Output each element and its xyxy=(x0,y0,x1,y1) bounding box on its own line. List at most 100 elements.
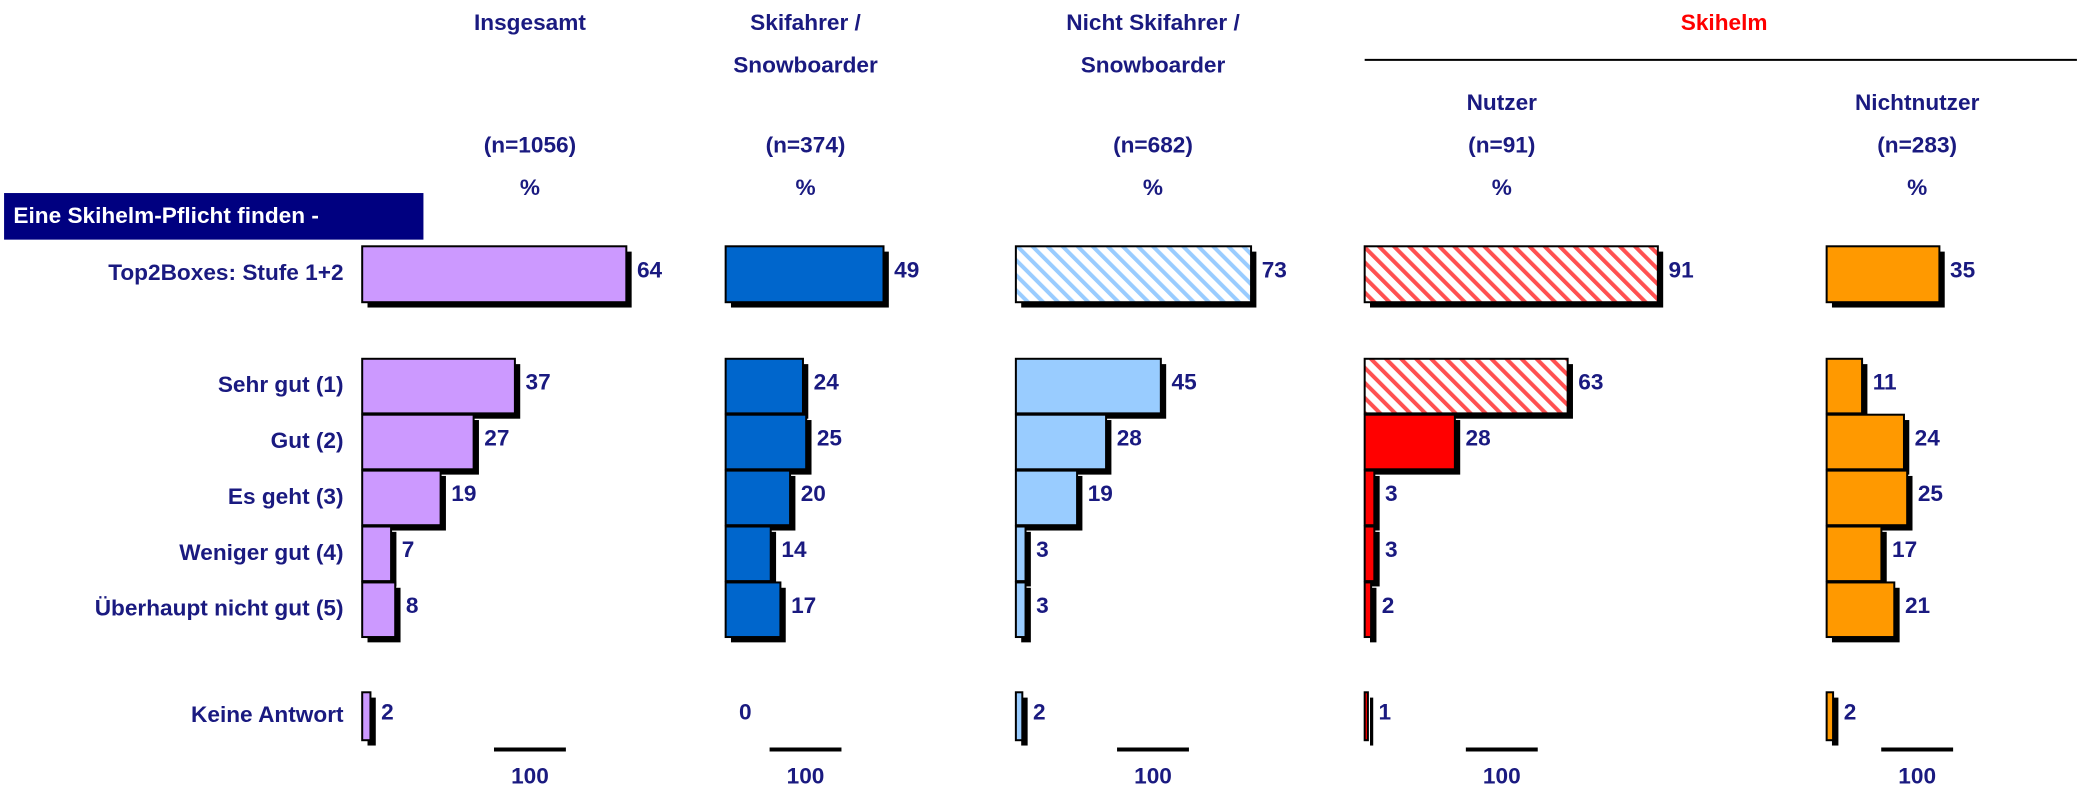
value-label: 45 xyxy=(1172,369,1197,394)
panel-title: Snowboarder xyxy=(733,53,878,78)
value-label: 3 xyxy=(1385,537,1398,562)
value-label: 27 xyxy=(484,425,509,450)
value-label: 2 xyxy=(1033,700,1046,725)
value-label: 19 xyxy=(451,481,476,506)
value-label: 0 xyxy=(739,700,752,725)
value-label: 24 xyxy=(1915,425,1941,450)
value-label: 8 xyxy=(406,593,419,618)
panel-title: Skifahrer / xyxy=(750,10,861,35)
unit: % xyxy=(520,175,540,200)
bar xyxy=(1825,581,1896,639)
value-label: 1 xyxy=(1379,700,1392,725)
value-label: 17 xyxy=(791,593,816,618)
header-box xyxy=(4,193,424,240)
row-label: Sehr gut (1) xyxy=(218,372,344,397)
value-label: 24 xyxy=(814,369,840,394)
value-label: 21 xyxy=(1905,593,1930,618)
scale-label: 100 xyxy=(1134,763,1172,788)
row-label: Keine Antwort xyxy=(191,702,344,727)
bar xyxy=(724,469,792,527)
sample-size: (n=374) xyxy=(766,132,846,157)
bar xyxy=(1825,413,1905,471)
scale-label: 100 xyxy=(1898,763,1936,788)
value-label: 14 xyxy=(781,537,807,562)
bar xyxy=(1825,357,1864,415)
bar xyxy=(1014,581,1027,639)
sample-size: (n=682) xyxy=(1113,132,1193,157)
bar xyxy=(1363,413,1456,471)
panel-title: Nutzer xyxy=(1467,90,1538,115)
bar xyxy=(1014,357,1162,415)
scale-label: 100 xyxy=(1483,763,1521,788)
bar xyxy=(1363,245,1659,304)
value-label: 28 xyxy=(1117,425,1142,450)
scale-label: 100 xyxy=(511,763,549,788)
sample-size: (n=1056) xyxy=(484,132,576,157)
bar xyxy=(724,245,885,304)
bar-shadow xyxy=(1369,587,1377,643)
bar xyxy=(1363,581,1373,639)
value-label: 11 xyxy=(1873,369,1897,394)
bar xyxy=(361,525,393,583)
row-label: Weniger gut (4) xyxy=(179,540,343,565)
unit: % xyxy=(1143,175,1163,200)
value-label: 3 xyxy=(1036,593,1049,618)
bar-shadow xyxy=(367,697,376,746)
bar-shadow xyxy=(1369,697,1374,746)
value-label: 49 xyxy=(894,258,919,283)
bar xyxy=(1363,691,1369,742)
row-label: Gut (2) xyxy=(271,428,344,453)
bar xyxy=(1363,469,1376,527)
scale-label: 100 xyxy=(787,763,825,788)
value-label: 2 xyxy=(1844,700,1857,725)
bar xyxy=(1825,245,1941,304)
value-label: 91 xyxy=(1669,258,1694,283)
unit: % xyxy=(1492,175,1512,200)
bar xyxy=(724,525,772,583)
value-label: 25 xyxy=(1918,481,1943,506)
value-label: 28 xyxy=(1466,425,1491,450)
bar xyxy=(1014,469,1079,527)
sample-size: (n=91) xyxy=(1468,132,1535,157)
bar xyxy=(1014,525,1027,583)
bar-shadow xyxy=(1831,697,1839,746)
bar xyxy=(361,357,516,415)
bar xyxy=(1363,357,1569,415)
bar xyxy=(361,469,442,527)
panel-title: Snowboarder xyxy=(1081,53,1226,78)
bar xyxy=(1014,691,1024,742)
bar xyxy=(361,691,372,742)
value-label: 17 xyxy=(1892,537,1917,562)
bar xyxy=(1363,525,1376,583)
bar xyxy=(1825,469,1909,527)
bar-shadow xyxy=(1021,697,1028,746)
value-label: 73 xyxy=(1262,258,1287,283)
bar xyxy=(724,357,804,415)
value-label: 2 xyxy=(381,700,394,725)
value-label: 3 xyxy=(1036,537,1049,562)
value-label: 25 xyxy=(817,425,842,450)
panel-title: Nicht Skifahrer / xyxy=(1066,10,1240,35)
bar xyxy=(1825,525,1883,583)
bar xyxy=(361,581,397,639)
header-label: Eine Skihelm-Pflicht finden - xyxy=(13,203,318,228)
bar xyxy=(724,581,782,639)
bar xyxy=(361,413,475,471)
sample-size: (n=283) xyxy=(1877,132,1957,157)
bar xyxy=(1014,245,1253,304)
value-label: 19 xyxy=(1088,481,1113,506)
unit: % xyxy=(795,175,815,200)
panel-title: Nichtnutzer xyxy=(1855,90,1980,115)
value-label: 64 xyxy=(637,258,663,283)
group-label: Skihelm xyxy=(1681,10,1768,35)
value-label: 63 xyxy=(1578,369,1603,394)
row-label: Top2Boxes: Stufe 1+2 xyxy=(108,260,343,285)
value-label: 2 xyxy=(1382,593,1395,618)
unit: % xyxy=(1907,175,1927,200)
value-label: 35 xyxy=(1950,258,1975,283)
bar xyxy=(1014,413,1108,471)
bar xyxy=(724,413,808,471)
value-label: 20 xyxy=(801,481,826,506)
value-label: 3 xyxy=(1385,481,1398,506)
